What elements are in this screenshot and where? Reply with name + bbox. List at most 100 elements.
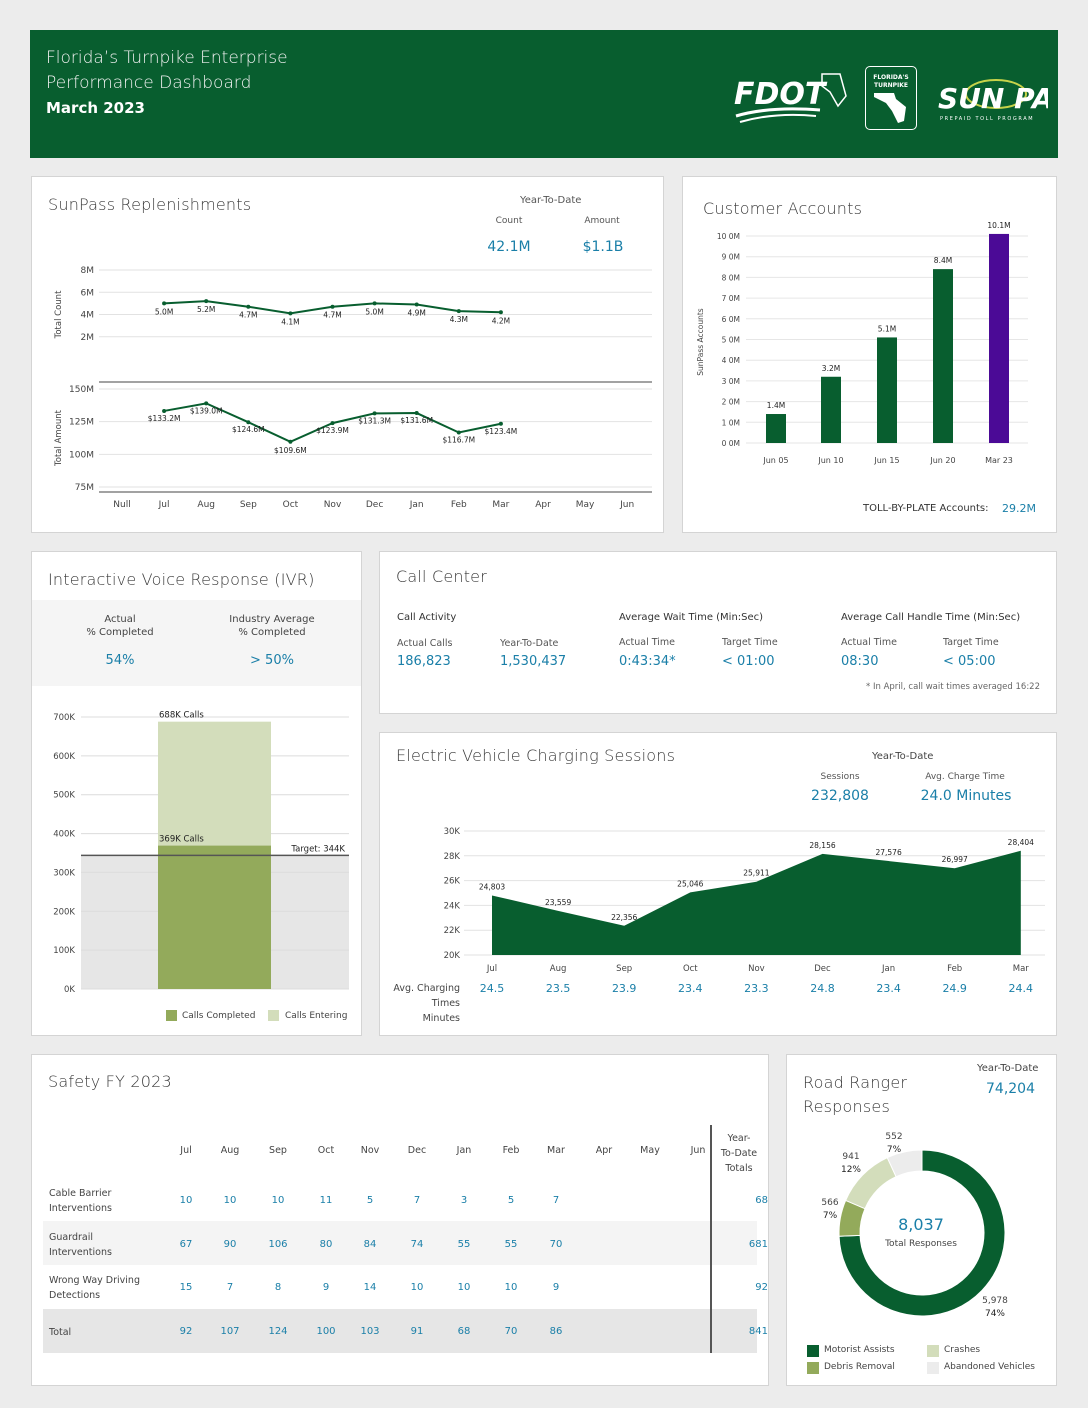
y-tick-label: 300K bbox=[53, 868, 75, 878]
header-title-line1: Florida’s Turnpike Enterprise bbox=[46, 48, 288, 68]
sunpass-amount-label: Amount bbox=[584, 216, 620, 226]
data-point bbox=[498, 421, 503, 426]
svg-text:PREPAID TOLL PROGRAM: PREPAID TOLL PROGRAM bbox=[940, 116, 1034, 122]
sunpass-panel: SunPass Replenishments Year-To-Date Coun… bbox=[31, 176, 664, 533]
legend-swatch-entering bbox=[268, 1010, 279, 1021]
data-point bbox=[372, 301, 377, 306]
safety-cell: 103 bbox=[360, 1326, 380, 1337]
ev-panel: Electric Vehicle Charging Sessions Year-… bbox=[379, 732, 1057, 1036]
data-label: 26,997 bbox=[942, 855, 968, 864]
y-tick-label: 5 0M bbox=[722, 336, 740, 345]
x-tick-label: Mar bbox=[492, 500, 509, 510]
sunpass-amount-value: $1.1B bbox=[582, 239, 624, 255]
month-header-jul: Jul bbox=[180, 1145, 192, 1156]
y-tick-label: 7 0M bbox=[722, 294, 740, 303]
slice-label-pct: 7% bbox=[887, 1145, 902, 1155]
data-label: 4.2M bbox=[492, 316, 510, 325]
ivr-actual-value: 54% bbox=[105, 653, 135, 668]
customer-chart: 0 0M 1 0M 2 0M 3 0M 4 0M 5 0M 6 0M 7 0M 8 0M 9 0M… bbox=[696, 221, 1028, 465]
sunpass-logo: SUN PASS PREPAID TOLL PROGRAM bbox=[936, 72, 1088, 126]
data-label: $109.6M bbox=[274, 446, 307, 455]
bar-Jun-20 bbox=[933, 269, 953, 443]
safety-ytd-total: 68 bbox=[755, 1195, 768, 1206]
y-tick-label: 6 0M bbox=[722, 315, 740, 324]
safety-cell: 10 bbox=[410, 1282, 424, 1293]
wait-target-value: < 01:00 bbox=[722, 654, 775, 669]
ranger-center-label: Total Responses bbox=[885, 1239, 957, 1249]
safety-cell: 124 bbox=[268, 1326, 288, 1337]
wait-target-label: Target Time bbox=[722, 637, 778, 648]
safety-ytd-divider bbox=[710, 1125, 712, 1353]
safety-cell: 10 bbox=[179, 1195, 193, 1206]
data-point bbox=[330, 421, 335, 426]
data-label: 25,911 bbox=[743, 869, 769, 878]
slice-label-value: 941 bbox=[842, 1152, 859, 1162]
x-tick-label: Sep bbox=[616, 964, 632, 974]
data-label: $139.0M bbox=[190, 406, 223, 415]
data-label: 4.1M bbox=[281, 317, 299, 326]
safety-cell: 9 bbox=[322, 1282, 330, 1293]
wait-actual-label: Actual Time bbox=[619, 637, 676, 648]
y-tick-label: 2M bbox=[81, 333, 95, 343]
safety-cell: 91 bbox=[410, 1326, 424, 1337]
bar-label-completed: 369K Calls bbox=[159, 835, 204, 845]
safety-cell: 86 bbox=[549, 1326, 563, 1337]
y-tick-label: 8 0M bbox=[722, 273, 740, 282]
bar-label: 8.4M bbox=[934, 256, 952, 265]
data-label: 5.0M bbox=[365, 307, 383, 316]
data-point bbox=[162, 408, 167, 413]
y-tick-label: 0 0M bbox=[722, 439, 740, 448]
ranger-ytd-value: 74,204 bbox=[986, 1081, 1035, 1097]
safety-cell: 10 bbox=[457, 1282, 471, 1293]
x-tick-label: Aug bbox=[197, 500, 215, 510]
safety-cell: 100 bbox=[316, 1326, 336, 1337]
y-tick-label: 400K bbox=[53, 830, 75, 840]
y-tick-label: 9 0M bbox=[722, 253, 740, 262]
data-point bbox=[246, 304, 251, 309]
month-header-aug: Aug bbox=[220, 1145, 240, 1156]
data-point bbox=[330, 304, 335, 309]
data-label: 5.0M bbox=[155, 307, 173, 316]
tbp-value: 29.2M bbox=[1002, 502, 1036, 515]
safety-cell: 74 bbox=[410, 1239, 424, 1250]
bar-label: 3.2M bbox=[822, 364, 840, 373]
x-tick-label: Jan bbox=[409, 500, 424, 510]
sunpass-count-value: 42.1M bbox=[487, 239, 531, 255]
legend-label-entering: Calls Entering bbox=[285, 1011, 348, 1021]
bar-label: 5.1M bbox=[878, 324, 896, 333]
ev-avg-value: 24.0 Minutes bbox=[920, 788, 1012, 804]
ev-sessions-label: Sessions bbox=[820, 772, 860, 782]
y-tick-label: 1 0M bbox=[722, 418, 740, 427]
data-point bbox=[288, 311, 293, 316]
y-tick-label: 8M bbox=[81, 266, 95, 276]
bar-label-entering: 688K Calls bbox=[159, 711, 204, 721]
data-point bbox=[414, 411, 419, 416]
safety-row-label: Cable Barrier Interventions bbox=[49, 1188, 112, 1214]
ytd-calls-value: 1,530,437 bbox=[500, 654, 567, 669]
target-label: Target: 344K bbox=[290, 844, 345, 854]
safety-row-label: Wrong Way Driving Detections bbox=[49, 1275, 140, 1301]
y-tick-label: 700K bbox=[53, 713, 75, 723]
y-tick-label: 0K bbox=[64, 985, 75, 995]
x-tick-label: Null bbox=[113, 500, 130, 510]
safety-ytd-total: 92 bbox=[755, 1282, 768, 1293]
safety-cell: 3 bbox=[460, 1195, 468, 1206]
bar-label: 10.1M bbox=[987, 221, 1010, 230]
ev-area bbox=[492, 850, 1021, 955]
month-header-oct: Oct bbox=[317, 1145, 335, 1156]
x-tick-label: Sep bbox=[240, 500, 257, 510]
slice-label-pct: 12% bbox=[841, 1165, 861, 1175]
safety-cell: 5 bbox=[507, 1195, 515, 1206]
data-label: $131.3M bbox=[358, 416, 391, 425]
fdot-logo: FDOT bbox=[730, 66, 848, 126]
y-tick-label: 4M bbox=[81, 311, 95, 321]
y-tick-label: 22K bbox=[444, 926, 461, 936]
slice-label-pct: 74% bbox=[985, 1309, 1005, 1319]
y-tick-label: 24K bbox=[444, 901, 461, 911]
y-tick-label: 75M bbox=[75, 483, 94, 493]
month-header-jun: Jun bbox=[690, 1145, 706, 1156]
safety-cell: 90 bbox=[223, 1239, 237, 1250]
x-tick-label: Jun 05 bbox=[762, 456, 788, 465]
month-header-jan: Jan bbox=[456, 1145, 472, 1156]
x-tick-label: Dec bbox=[366, 500, 383, 510]
